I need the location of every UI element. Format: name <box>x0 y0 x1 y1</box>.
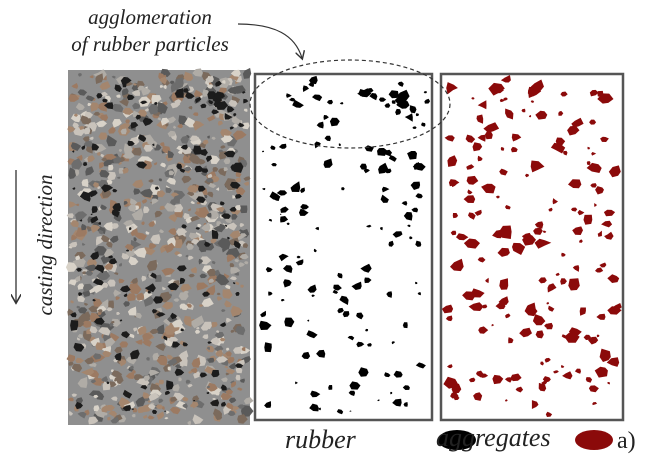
annotation-line: agglomeration <box>88 5 212 29</box>
particle <box>70 320 78 331</box>
aggregates-map <box>441 74 623 420</box>
panel-frame <box>255 74 432 420</box>
legend-swatch <box>575 430 613 450</box>
annotation-line: of rubber particles <box>71 32 229 56</box>
specimen-photo <box>66 68 254 425</box>
legend-label: rubber <box>285 425 357 454</box>
side-label: casting direction <box>33 175 57 316</box>
particle <box>159 380 164 385</box>
legend-label: aggregates <box>436 423 551 452</box>
panel-label: a) <box>617 428 636 454</box>
particle <box>264 342 272 352</box>
figure: agglomeration of rubber particles castin… <box>0 0 646 463</box>
particle <box>584 215 593 225</box>
annotation-arrow <box>238 24 302 58</box>
particle <box>67 213 74 218</box>
particle <box>108 301 114 309</box>
rubber-map <box>255 74 432 420</box>
